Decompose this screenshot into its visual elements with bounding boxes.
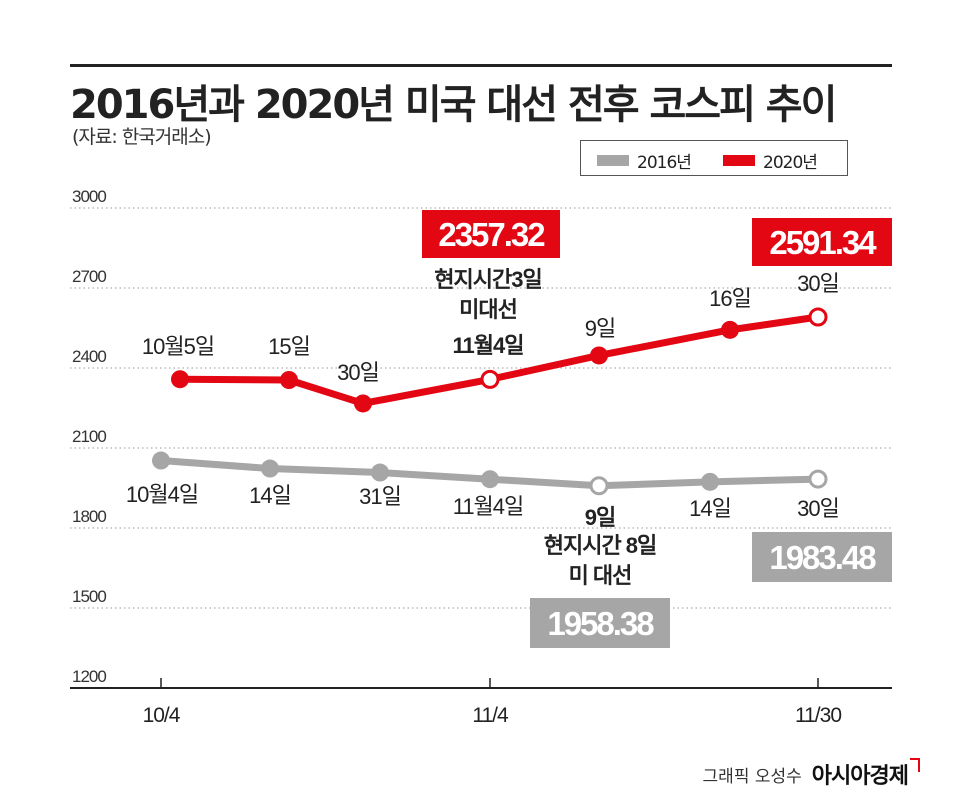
data-point-open: [480, 369, 500, 389]
value-box-label: 1983.48: [769, 539, 876, 576]
legend-label-2020: 2020년: [763, 153, 818, 173]
point-label: 16일: [709, 286, 751, 311]
y-tick-label: 1500: [72, 587, 106, 606]
credit: 그래픽 오성수 아시아경제: [703, 758, 920, 790]
data-point: [261, 459, 279, 478]
y-tick-label: 2100: [72, 427, 106, 446]
y-tick-label: 3000: [72, 187, 106, 206]
brand-logo: 아시아경제: [812, 758, 920, 790]
chart-title: 2016년과 2020년 미국 대선 전후 코스피 추이: [70, 82, 837, 128]
data-point: [371, 463, 389, 482]
point-label: 31일: [359, 484, 401, 509]
point-label: 15일: [268, 334, 310, 359]
point-label: 11월4일: [453, 494, 524, 519]
y-tick-label: 1800: [72, 507, 106, 526]
annotation-text: 현지시간 8일: [544, 533, 657, 558]
legend-item-2016: 2016년: [597, 148, 692, 173]
title-rule: [70, 64, 892, 67]
value-box: [752, 218, 892, 266]
legend-label-2016: 2016년: [637, 153, 692, 173]
y-tick-label: 2700: [72, 267, 106, 286]
x-tick-label: 11/30: [795, 704, 841, 727]
legend-item-2020: 2020년: [723, 148, 818, 173]
data-point: [481, 470, 499, 489]
value-box-label: 2357.32: [438, 216, 545, 253]
graphic-credit: 그래픽 오성수: [702, 766, 802, 787]
point-label: 11월4일: [453, 333, 524, 358]
value-box-label: 2591.34: [769, 224, 877, 261]
value-box-label: 1958.38: [547, 605, 654, 642]
point-label: 10월4일: [126, 482, 198, 507]
brand-name: 아시아경제: [811, 764, 909, 789]
legend-swatch-2020: [723, 155, 755, 166]
data-point: [590, 346, 608, 365]
point-label: 30일: [797, 271, 839, 296]
point-label: 30일: [797, 496, 839, 521]
data-point: [152, 451, 170, 470]
data-point: [701, 472, 719, 491]
point-label: 14일: [689, 496, 731, 521]
data-point: [721, 320, 739, 339]
x-tick-label: 11/4: [472, 704, 509, 727]
brand-mark-icon: [910, 758, 920, 772]
annotation-text: 현지시간3일: [434, 267, 541, 292]
data-point: [354, 394, 372, 413]
y-tick-label: 2400: [72, 347, 106, 366]
source-note: (자료: 한국거래소): [72, 126, 212, 148]
data-point: [280, 371, 298, 389]
point-label: 14일: [249, 483, 291, 508]
data-point-open: [589, 476, 609, 496]
y-tick-label: 1200: [72, 667, 106, 686]
point-label: 9일: [585, 316, 615, 341]
legend-swatch-2016: [597, 155, 629, 166]
data-point: [171, 370, 189, 389]
point-label: 9일: [585, 505, 615, 530]
legend: 2016년 2020년: [580, 140, 848, 176]
x-tick-label: 10/4: [143, 704, 181, 727]
annotation-text: 미 대선: [569, 563, 632, 588]
point-label: 30일: [337, 360, 379, 385]
point-label: 10월5일: [142, 334, 214, 359]
data-point-open: [808, 307, 828, 327]
value-box: [752, 532, 892, 582]
data-point-open: [808, 469, 828, 489]
value-box: [530, 598, 670, 648]
annotation-text: 미대선: [459, 297, 517, 322]
value-box: [422, 210, 560, 258]
